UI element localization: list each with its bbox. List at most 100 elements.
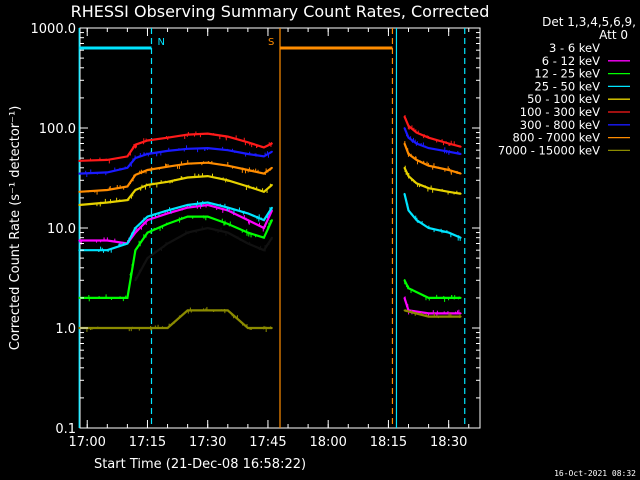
legend-label: 800 - 7000 keV xyxy=(512,131,600,145)
data-point xyxy=(459,296,462,299)
data-point xyxy=(447,296,450,299)
data-point xyxy=(407,175,410,178)
data-point xyxy=(226,179,229,182)
data-point xyxy=(427,164,430,167)
data-point xyxy=(126,242,129,245)
data-point xyxy=(226,206,229,209)
data-point xyxy=(166,165,169,168)
x-tick-label: 17:15 xyxy=(129,435,166,450)
data-point xyxy=(134,173,137,176)
data-point xyxy=(459,145,462,148)
vertical-markers xyxy=(78,28,466,428)
data-point xyxy=(271,206,273,209)
data-point xyxy=(146,169,149,171)
data-point xyxy=(166,327,169,329)
data-point xyxy=(146,139,149,142)
data-point xyxy=(146,215,149,218)
data-point xyxy=(459,315,462,318)
data-point xyxy=(447,231,450,234)
data-point xyxy=(186,204,189,206)
data-point xyxy=(447,169,450,171)
data-point xyxy=(134,279,137,282)
x-axis: 17:00 17:15 17:30 17:45 18:00 18:15 18:30 xyxy=(68,28,470,450)
y-tick-label: 100.0 xyxy=(39,122,76,137)
series-25-50keV xyxy=(78,192,462,253)
data-point xyxy=(186,176,189,179)
data-point xyxy=(271,219,273,221)
data-point xyxy=(263,227,265,229)
data-point xyxy=(106,296,109,299)
data-point xyxy=(447,142,450,145)
data-point xyxy=(427,147,430,149)
generation-timestamp: 16-Oct-2021 08:32 xyxy=(554,469,636,478)
data-point xyxy=(226,309,229,312)
data-point xyxy=(263,155,265,158)
data-point xyxy=(106,158,109,161)
flag-label-S: S xyxy=(268,37,274,48)
chart-title: RHESSI Observing Summary Count Rates, Co… xyxy=(71,2,490,21)
legend-label: 25 - 50 keV xyxy=(534,79,600,93)
data-point xyxy=(403,192,406,195)
data-point xyxy=(263,236,265,239)
data-point xyxy=(246,141,249,144)
legend-label: 50 - 100 keV xyxy=(527,92,600,106)
x-tick-label: 18:00 xyxy=(309,435,346,450)
data-point xyxy=(134,249,137,252)
series-800-7000keV xyxy=(78,141,462,195)
data-point xyxy=(166,136,169,139)
data-point xyxy=(78,239,81,242)
legend-header-line-1: Det 1,3,4,5,6,9, xyxy=(542,15,636,29)
data-point xyxy=(263,249,265,252)
data-point xyxy=(403,279,406,282)
data-point xyxy=(226,149,229,152)
data-point xyxy=(186,162,189,165)
y-tick-label: 10.0 xyxy=(47,222,76,237)
data-point xyxy=(271,236,273,239)
data-point xyxy=(271,327,273,329)
data-point xyxy=(403,115,406,118)
x-tick-label: 17:30 xyxy=(189,435,226,450)
data-point xyxy=(246,242,249,245)
data-point xyxy=(459,192,462,195)
data-point xyxy=(206,175,209,178)
data-point xyxy=(407,136,410,139)
data-point xyxy=(447,150,450,153)
data-point xyxy=(271,183,273,186)
data-point xyxy=(246,219,249,221)
data-point xyxy=(427,315,430,318)
data-point xyxy=(126,296,129,299)
data-point xyxy=(78,296,81,299)
data-point xyxy=(186,231,189,234)
data-point xyxy=(427,296,430,299)
legend-label: 7000 - 15000 keV xyxy=(498,143,600,157)
data-point xyxy=(134,231,137,234)
data-point xyxy=(226,164,229,167)
data-point xyxy=(271,142,273,145)
y-tick-label: 1000.0 xyxy=(31,22,77,37)
data-point xyxy=(166,212,169,215)
data-point xyxy=(407,209,410,212)
legend-header-line-2: Att 0 xyxy=(599,28,628,42)
data-point xyxy=(415,142,418,145)
data-point xyxy=(271,150,273,153)
series-3-6keV xyxy=(134,226,273,282)
x-axis-label: Start Time (21-Dec-08 16:58:22) xyxy=(94,457,306,472)
data-point xyxy=(186,133,189,136)
data-point xyxy=(78,172,81,175)
data-point xyxy=(407,124,410,127)
x-tick-label: 18:15 xyxy=(370,435,407,450)
data-point xyxy=(226,231,229,234)
data-point xyxy=(146,219,149,221)
data-point xyxy=(206,161,209,164)
data-point xyxy=(186,147,189,150)
data-point xyxy=(427,187,430,190)
data-point xyxy=(403,166,406,169)
legend-label: 12 - 25 keV xyxy=(534,67,600,81)
data-point xyxy=(106,171,109,174)
series-100-300keV xyxy=(78,115,462,164)
data-point xyxy=(403,142,406,145)
data-point xyxy=(407,153,410,155)
